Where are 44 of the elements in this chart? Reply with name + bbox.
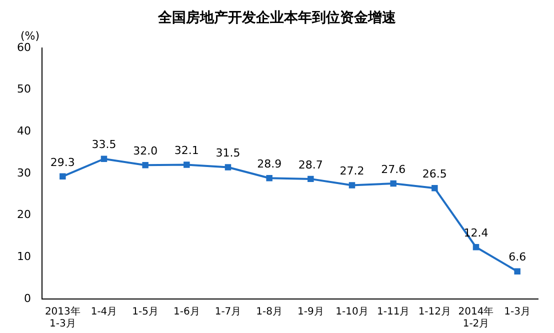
point	[390, 180, 396, 187]
x-tick-label: 1-4月	[90, 306, 118, 318]
x-tick-label: 1-12月	[418, 306, 452, 318]
x-tick-label: 1-6月	[173, 306, 200, 318]
y-tick-label: 20	[16, 208, 31, 222]
point	[266, 174, 272, 182]
x-tick-label: 1-11月	[376, 306, 410, 318]
text: 29.3	[50, 156, 75, 169]
y-tick-label: 60	[16, 40, 31, 54]
text: 6.6	[508, 250, 526, 264]
point	[184, 162, 190, 168]
point	[472, 244, 480, 250]
text: 28.9	[257, 157, 282, 170]
x-tick-label: 2013年 1-3月	[44, 306, 80, 330]
point	[60, 173, 66, 180]
y-tick-label: 50	[16, 82, 31, 96]
y-tick-label: 0	[24, 292, 31, 305]
point	[142, 162, 148, 168]
x-tick-label: 1-5月	[132, 306, 159, 318]
point	[100, 156, 108, 162]
text: 28.7	[298, 158, 323, 172]
point	[348, 182, 356, 188]
y-tick-label: 40	[16, 124, 31, 138]
x-tick-label: 1-7月	[214, 306, 242, 318]
y-axis-title: (%)	[20, 29, 40, 42]
text: 32.0	[133, 144, 158, 158]
chart-title: 全国房地产开发企业本年到位资金增速	[157, 8, 397, 28]
text: 32.1	[174, 144, 199, 158]
y-tick-label: 10	[16, 250, 31, 264]
point	[432, 185, 438, 192]
text: 26.5	[422, 168, 447, 180]
text: 31.5	[216, 146, 240, 160]
x-tick-label: 1-3月	[504, 306, 531, 318]
point	[308, 176, 314, 182]
y-tick-label: 30	[16, 166, 31, 180]
text: 27.2	[340, 164, 364, 178]
x-tick-label: 2014年 1-2月	[458, 306, 494, 330]
x-tick-label: 1-10月	[336, 306, 368, 318]
x-tick-label: 1-9月	[297, 306, 324, 318]
point	[514, 268, 520, 275]
text: 33.5	[92, 138, 116, 152]
point	[224, 164, 232, 170]
text: 27.6	[381, 162, 406, 176]
x-tick-label: 1-8月	[256, 306, 283, 318]
